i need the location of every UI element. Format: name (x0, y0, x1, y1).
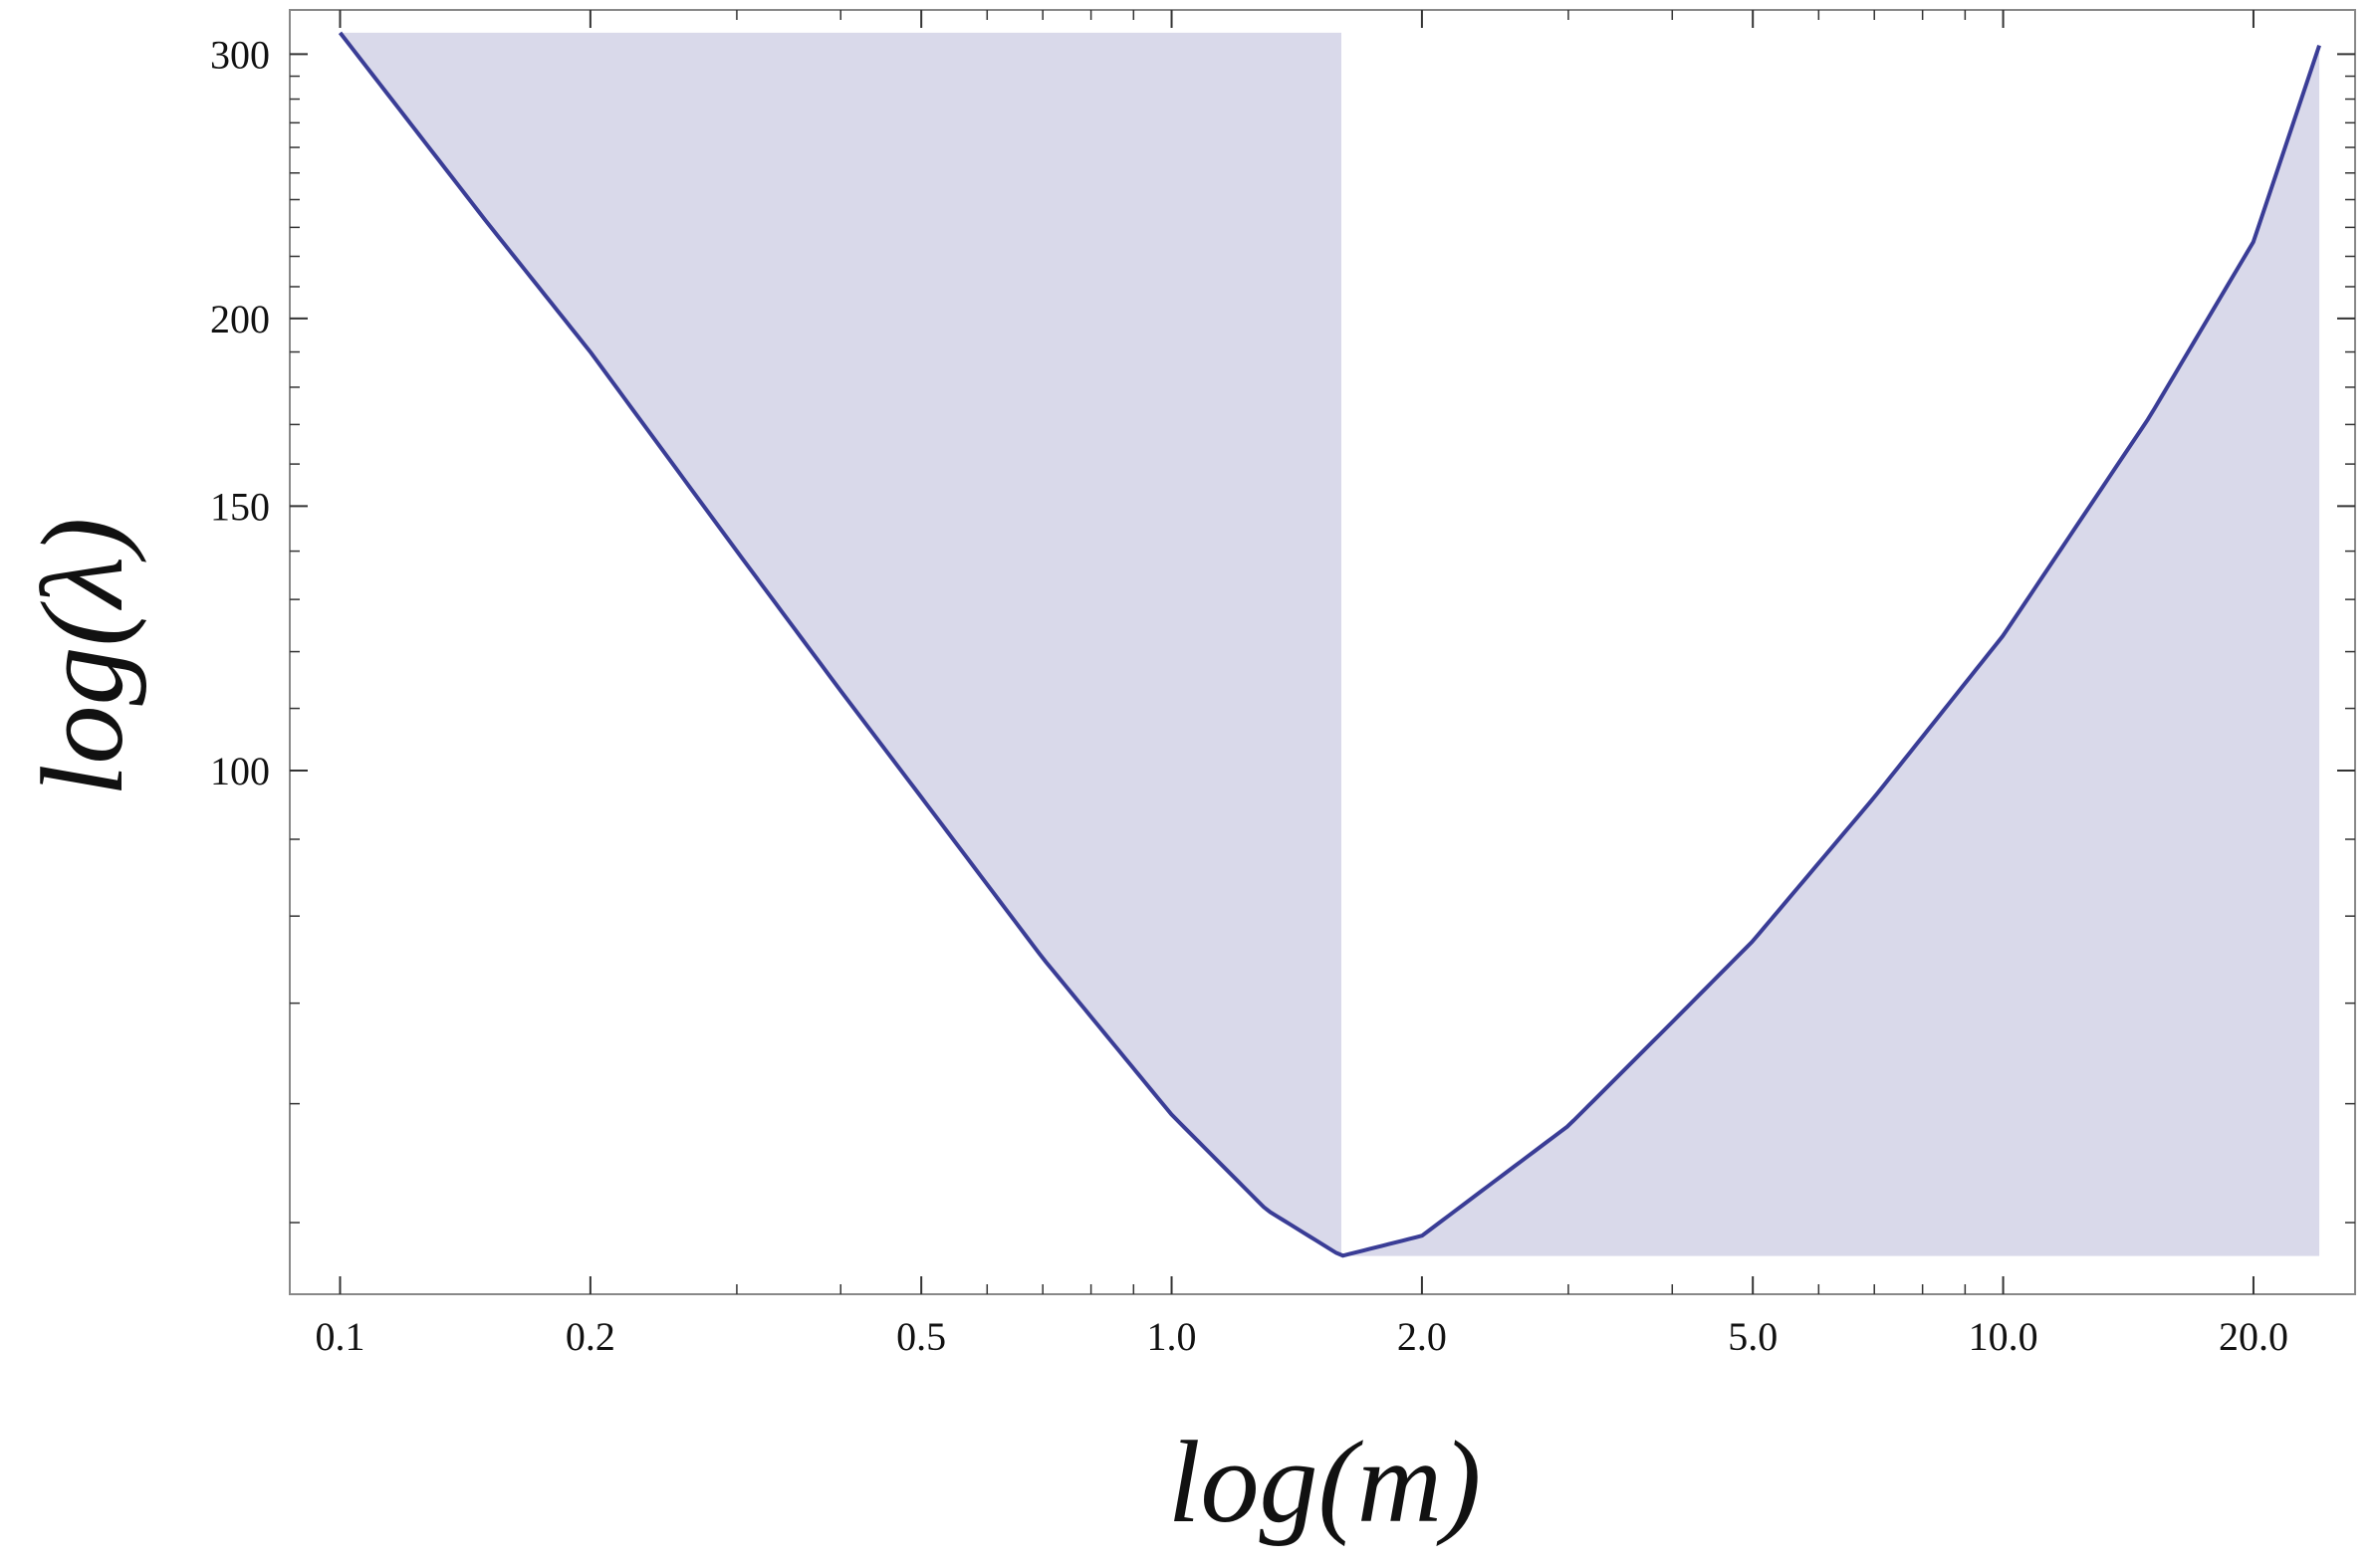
x-tick-label: 20.0 (2219, 1314, 2288, 1359)
x-axis-ticks: 0.1 0.2 0.5 1.0 2.0 5.0 10.0 20.0 (316, 10, 2288, 1359)
y-tick-label: 150 (210, 484, 270, 529)
y-axis-label: log(λ) (17, 518, 147, 796)
x-axis-label: log(m) (1168, 1417, 1482, 1547)
x-tick-label: 2.0 (1397, 1314, 1447, 1359)
x-tick-label: 1.0 (1147, 1314, 1197, 1359)
shaded-region-1 (340, 32, 1341, 1256)
x-tick-label: 5.0 (1728, 1314, 1778, 1359)
y-axis-ticks: 100 150 200 300 (210, 32, 2355, 1224)
series-curve (338, 31, 2321, 1258)
y-tick-label: 100 (210, 749, 270, 793)
x-tick-label: 0.5 (896, 1314, 946, 1359)
shaded-region-2 (1340, 45, 2320, 1256)
y-tick-label: 300 (210, 32, 270, 77)
y-tick-label: 200 (210, 297, 270, 341)
x-tick-label: 0.1 (316, 1314, 365, 1359)
x-tick-label: 0.2 (566, 1314, 615, 1359)
x-tick-label: 10.0 (1969, 1314, 2038, 1359)
shaded-regions (340, 32, 2320, 1256)
series-curve-layer (338, 31, 2321, 1258)
